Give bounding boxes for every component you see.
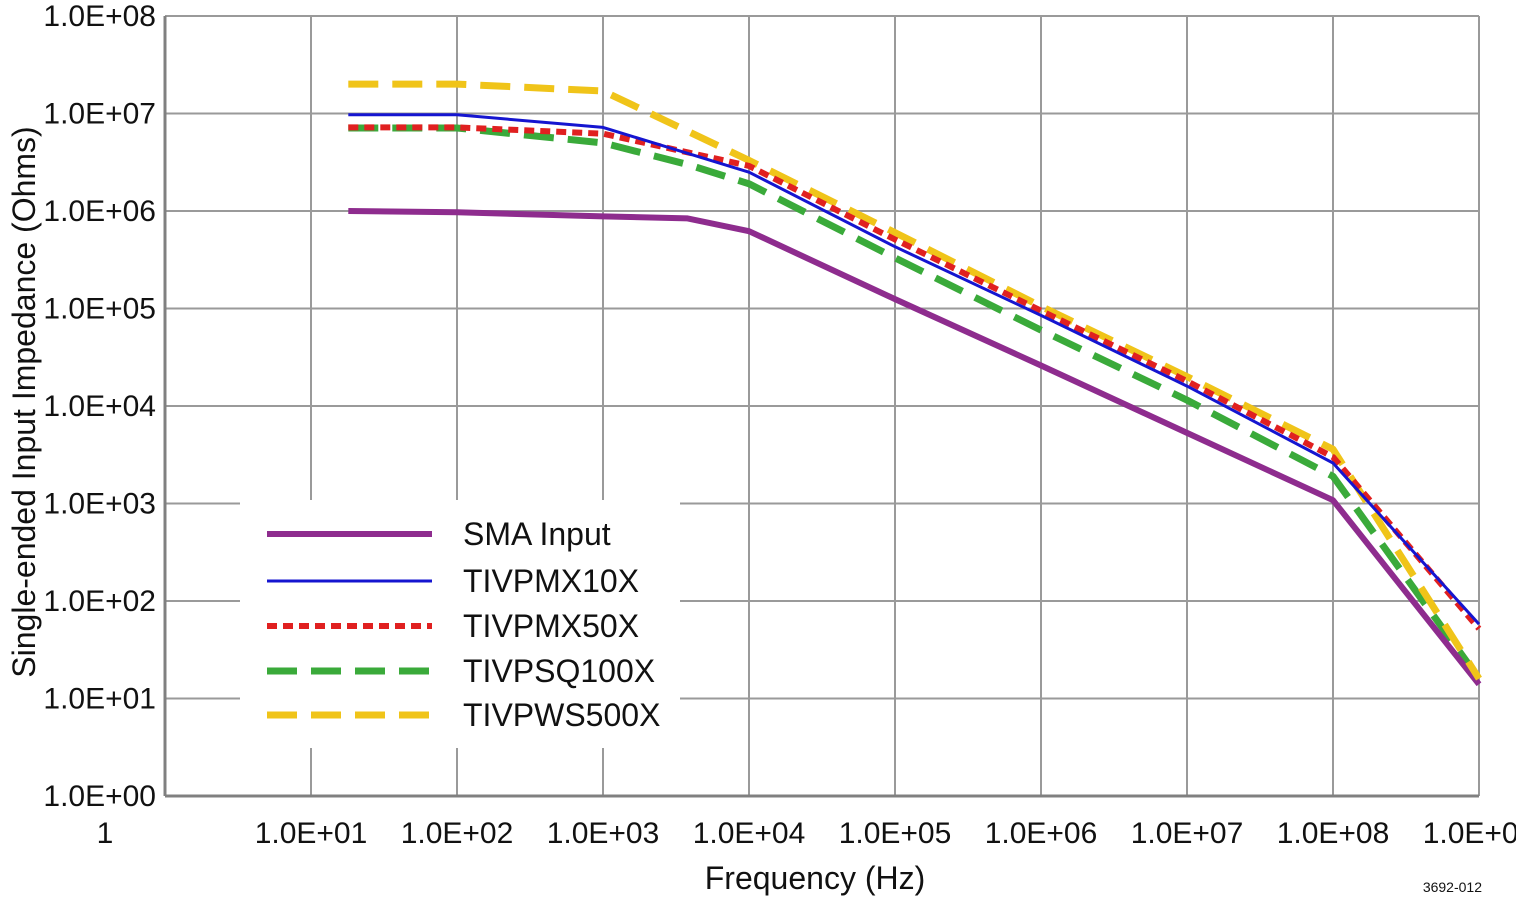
x-tick-label: 1.0E+04 [693,817,806,850]
y-tick-label: 1.0E+00 [43,780,156,813]
x-tick-label: 1.0E+08 [1277,817,1390,850]
legend-label: TIVPMX10X [463,563,639,599]
x-tick-label: 1.0E+01 [255,817,368,850]
y-tick-label: 1.0E+04 [43,390,156,423]
legend-label: TIVPMX50X [463,608,639,644]
x-tick-label: 1.0E+02 [401,817,514,850]
y-tick-label: 1.0E+06 [43,195,156,228]
y-tick-label: 1.0E+08 [43,0,156,33]
series-line-tivpmx50x [348,124,1482,631]
x-tick-label: 1.0E+09 [1423,817,1516,850]
y-tick-label: 1.0E+01 [43,683,156,716]
figure-id-annotation: 3692-012 [1423,879,1482,895]
series-lines [348,80,1482,687]
x-tick-label: 1 [97,817,114,850]
series-line-tivpsq100x [348,124,1482,681]
x-axis-title: Frequency (Hz) [705,860,926,896]
tick-labels: 1 1.0E+01 1.0E+02 1.0E+03 1.0E+04 1.0E+05 1.0E… [43,0,1516,850]
axes [163,16,1479,798]
legend-label: TIVPWS500X [463,697,660,733]
series-line-tivpmx10x [348,113,1481,626]
x-tick-label: 1.0E+07 [1131,817,1244,850]
y-tick-label: 1.0E+07 [43,98,156,131]
legend-box [240,500,680,748]
legend-label: TIVPSQ100X [463,653,655,689]
series-line-tivpws500x [348,80,1482,681]
series-line-sma-input [348,208,1482,687]
legend: SMA Input TIVPMX10X TIVPMX50X TIVPSQ100X TIV… [267,516,660,733]
x-tick-label: 1.0E+06 [985,817,1098,850]
x-tick-label: 1.0E+05 [839,817,952,850]
legend-label: SMA Input [463,516,611,552]
x-tick-label: 1.0E+03 [547,817,660,850]
y-axis-title: Single-ended Input Impedance (Ohms) [6,126,42,677]
y-tick-label: 1.0E+03 [43,488,156,521]
y-tick-label: 1.0E+02 [43,585,156,618]
y-tick-label: 1.0E+05 [43,293,156,326]
